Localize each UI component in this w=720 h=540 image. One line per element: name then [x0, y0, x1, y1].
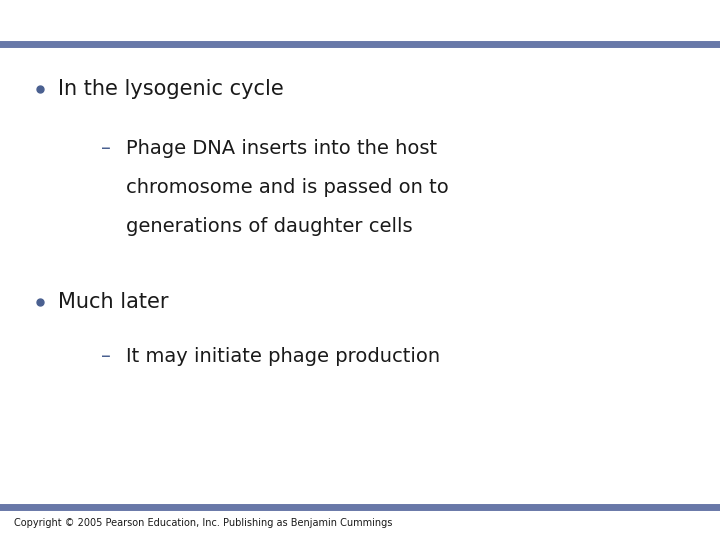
- Text: generations of daughter cells: generations of daughter cells: [126, 217, 413, 236]
- Text: –: –: [101, 139, 111, 158]
- Text: Much later: Much later: [58, 292, 168, 313]
- Text: –: –: [101, 347, 111, 366]
- Text: It may initiate phage production: It may initiate phage production: [126, 347, 440, 366]
- Text: In the lysogenic cycle: In the lysogenic cycle: [58, 79, 284, 99]
- Text: chromosome and is passed on to: chromosome and is passed on to: [126, 178, 449, 197]
- Text: Copyright © 2005 Pearson Education, Inc. Publishing as Benjamin Cummings: Copyright © 2005 Pearson Education, Inc.…: [14, 518, 393, 528]
- Text: Phage DNA inserts into the host: Phage DNA inserts into the host: [126, 139, 437, 158]
